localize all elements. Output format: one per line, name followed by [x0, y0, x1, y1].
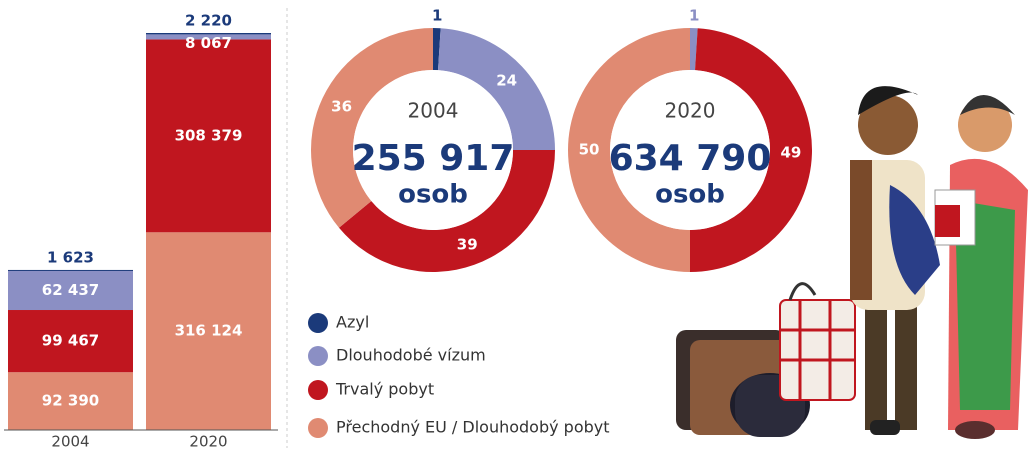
donut-unit: osob	[398, 180, 468, 210]
legend-marker	[308, 418, 328, 438]
slice-label: 36	[331, 97, 352, 115]
bar-value-label: 92 390	[42, 392, 99, 410]
slice-label: 49	[781, 144, 802, 162]
slice-label: 50	[579, 141, 600, 159]
bar-value-label: 2 220	[185, 12, 232, 30]
bar-segment	[146, 33, 271, 35]
donut-hole	[610, 70, 770, 230]
slice-label: 39	[457, 236, 478, 254]
bar-segment	[8, 270, 133, 311]
donut-slice	[690, 28, 698, 71]
bar-value-label: 8 067	[185, 34, 232, 52]
legend-marker	[308, 346, 328, 366]
donut-slice	[433, 28, 441, 71]
slice-label: 1	[689, 7, 699, 25]
donut-total: 634 790	[609, 138, 772, 179]
bar-value-label: 99 467	[42, 332, 99, 350]
legend-label: Dlouhodobé vízum	[336, 346, 486, 365]
bar-value-label: 62 437	[42, 281, 99, 299]
bar-segment	[146, 39, 271, 233]
bar-segment	[146, 34, 271, 40]
bar-segment	[8, 372, 133, 430]
legend-marker	[308, 313, 328, 333]
bar-value-label: 1 623	[47, 248, 94, 266]
slice-label: 24	[496, 71, 517, 89]
bar-segment	[8, 269, 133, 271]
legend-marker	[308, 380, 328, 400]
donut-slice	[438, 28, 555, 151]
donut-total: 255 917	[352, 138, 515, 179]
illustration	[676, 86, 1028, 439]
bar-segment	[8, 310, 133, 373]
donut-year: 2004	[408, 99, 459, 123]
bar-segment	[146, 232, 271, 430]
bar-value-label: 316 124	[175, 322, 243, 340]
bar-value-label: 308 379	[175, 126, 243, 144]
legend-label: Trvalý pobyt	[335, 380, 434, 399]
donut-slice	[338, 150, 555, 272]
legend-label: Přechodný EU / Dlouhodobý pobyt	[336, 418, 610, 437]
x-tick-label: 2020	[189, 433, 227, 451]
donut-slice	[568, 28, 690, 272]
donut-slice	[690, 28, 812, 273]
donut-slice	[310, 28, 433, 228]
donut-unit: osob	[655, 180, 725, 210]
x-tick-label: 2004	[51, 433, 89, 451]
slice-label: 1	[432, 7, 442, 25]
legend-label: Azyl	[336, 313, 369, 332]
donut-hole	[353, 70, 513, 230]
donut-year: 2020	[665, 99, 716, 123]
